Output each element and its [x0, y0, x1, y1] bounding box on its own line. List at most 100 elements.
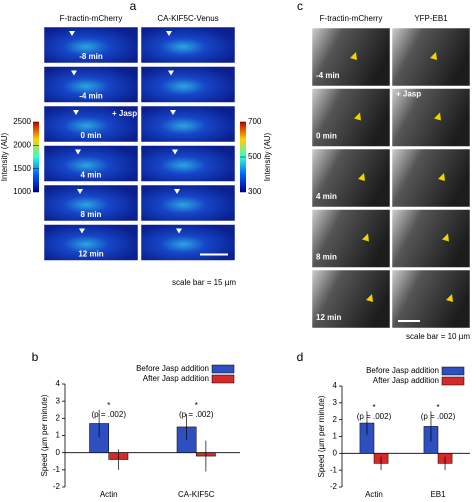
- arrowhead: [172, 149, 178, 155]
- legend-swatch: [441, 366, 465, 376]
- micrograph: [140, 66, 236, 103]
- y-tick-label: -2: [330, 482, 338, 491]
- arrowhead: [430, 52, 437, 60]
- micrograph: [140, 184, 236, 222]
- arrowhead: [350, 52, 357, 60]
- significance-mark: *: [107, 401, 110, 410]
- micrograph: [43, 105, 139, 143]
- micrograph: [391, 269, 471, 329]
- legend-label: Before Jasp addition: [136, 364, 209, 373]
- treatment-label: + Jasp: [396, 90, 421, 99]
- micrograph: [140, 105, 236, 143]
- colorbar-tick-label: 1500: [13, 164, 31, 173]
- arrowhead: [79, 228, 85, 234]
- micrograph: [311, 88, 391, 147]
- y-axis-label: Speed (µm per minute): [317, 395, 326, 477]
- p-value-label: (p = .002): [357, 412, 392, 421]
- colorbar-label: Intensity (AU): [0, 132, 9, 181]
- legend-label: After Jasp addition: [373, 376, 439, 385]
- arrowhead: [434, 112, 441, 121]
- y-tick-label: 4: [56, 379, 61, 388]
- time-label: 0 min: [316, 132, 337, 141]
- legend-swatch: [441, 376, 465, 386]
- colorbar: [33, 122, 39, 192]
- legend-swatch: [211, 374, 235, 384]
- x-tick-label: Actin: [100, 490, 118, 499]
- time-label: 8 min: [81, 210, 102, 219]
- y-tick-label: 3: [56, 396, 61, 405]
- micrograph: [311, 209, 391, 268]
- y-tick-label: 0: [333, 448, 338, 457]
- arrowhead: [358, 173, 365, 181]
- y-tick-label: 1: [333, 432, 338, 441]
- colorbar-tick-label: 1000: [13, 187, 31, 196]
- micrograph: [43, 184, 139, 222]
- x-tick-label: Actin: [365, 490, 383, 499]
- column-title: F-tractin-mCherry: [320, 14, 383, 23]
- significance-mark: *: [195, 401, 198, 410]
- y-tick-label: 0: [56, 448, 61, 457]
- arrowhead: [166, 31, 172, 36]
- scale-bar-label: scale bar = 15 µm: [172, 278, 236, 287]
- time-label: 4 min: [316, 192, 337, 201]
- colorbar-tick-label: 2000: [13, 140, 31, 149]
- arrowhead: [170, 110, 176, 115]
- panel-label: a: [130, 0, 137, 13]
- time-label: 12 min: [316, 313, 341, 322]
- micrograph: [311, 148, 391, 208]
- colorbar-label: Intensity (AU): [263, 132, 272, 181]
- micrograph: [43, 224, 139, 261]
- arrowhead: [362, 233, 369, 242]
- significance-mark: *: [436, 403, 439, 412]
- arrowhead: [69, 31, 75, 36]
- micrograph: [43, 66, 139, 103]
- x-tick-label: EB1: [430, 490, 446, 499]
- arrowhead: [71, 70, 77, 76]
- micrograph: [391, 88, 471, 147]
- time-label: 12 min: [78, 250, 103, 259]
- panel-label: d: [297, 350, 304, 364]
- arrowhead: [168, 70, 174, 76]
- time-label: -4 min: [316, 71, 340, 80]
- panel-label: c: [297, 0, 303, 13]
- column-title: YFP-EB1: [414, 14, 448, 23]
- micrograph: [43, 145, 139, 182]
- y-tick-label: 1: [56, 431, 61, 440]
- y-tick-label: -1: [330, 465, 338, 474]
- arrowhead: [75, 149, 81, 155]
- y-tick-label: -2: [53, 482, 61, 491]
- micrograph: [391, 27, 471, 87]
- arrowhead: [442, 233, 449, 242]
- y-tick-label: -1: [53, 465, 61, 474]
- micrograph: [140, 26, 236, 64]
- time-label: 4 min: [81, 171, 102, 180]
- y-tick-label: 2: [333, 415, 338, 424]
- arrowhead: [73, 110, 79, 115]
- legend-label: After Jasp addition: [143, 374, 209, 383]
- micrograph: [391, 209, 471, 268]
- time-label: -8 min: [79, 52, 103, 61]
- y-tick-label: 2: [56, 413, 61, 422]
- significance-mark: *: [372, 403, 375, 412]
- arrowhead: [77, 189, 83, 194]
- arrowhead: [366, 294, 373, 302]
- micrograph: [43, 26, 139, 64]
- arrowhead: [438, 173, 445, 181]
- y-axis-label: Speed (µm per minute): [40, 394, 49, 476]
- x-tick-label: CA-KIF5C: [178, 490, 215, 499]
- colorbar-tick-label: 300: [248, 187, 262, 196]
- micrograph: [140, 145, 236, 182]
- scale-bar-label: scale bar = 10 µm: [406, 332, 470, 341]
- colorbar-tick-label: 500: [248, 152, 262, 161]
- p-value-label: (p = .002): [92, 410, 127, 419]
- colorbar-tick-label: 700: [248, 117, 262, 126]
- arrowhead: [354, 112, 361, 121]
- time-label: 0 min: [81, 131, 102, 140]
- column-title: F-tractin-mCherry: [60, 14, 123, 23]
- arrowhead: [174, 189, 180, 194]
- column-title: CA-KIF5C-Venus: [157, 14, 218, 23]
- legend-swatch: [211, 364, 235, 374]
- y-tick-label: 3: [333, 398, 338, 407]
- micrograph: [311, 269, 391, 329]
